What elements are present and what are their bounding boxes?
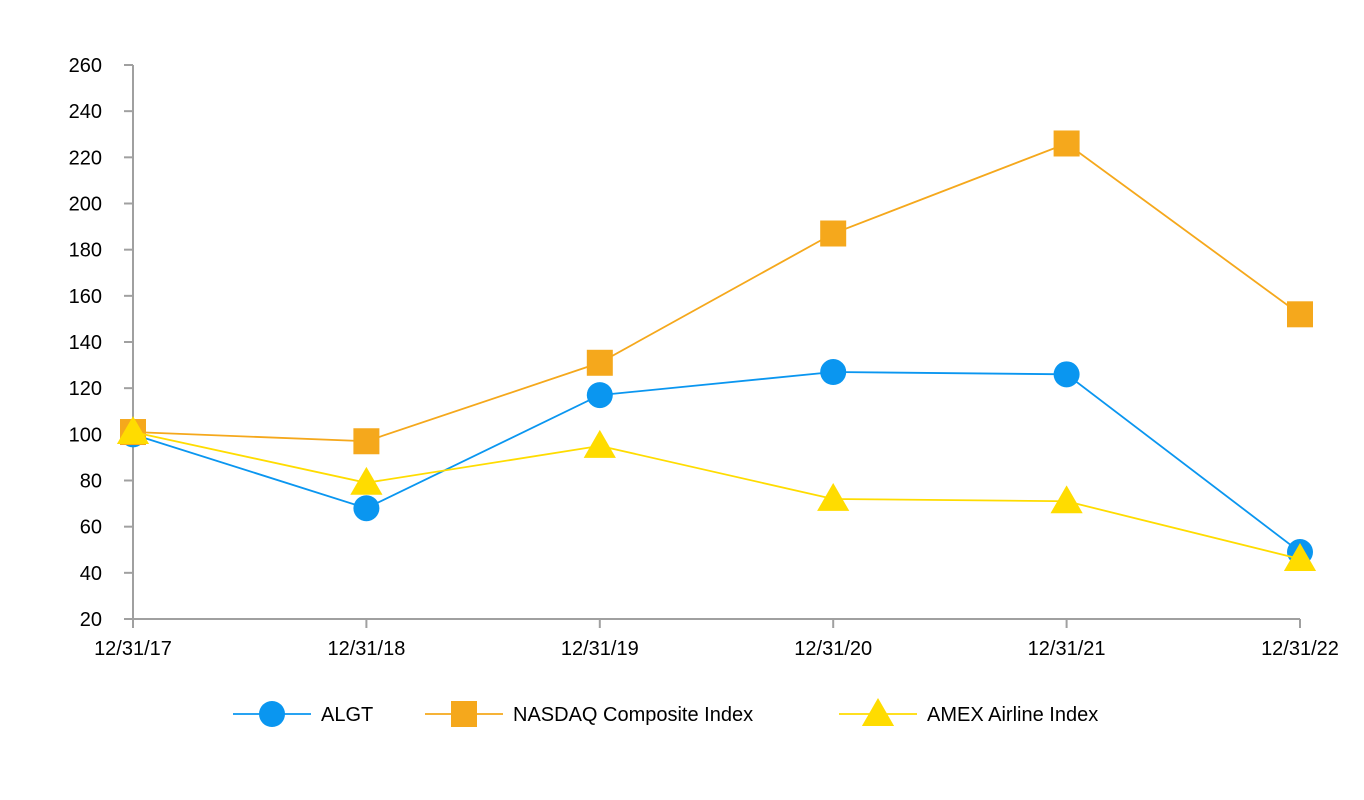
x-tick-label: 12/31/22 <box>1261 638 1339 660</box>
axes: 20 40 60 80 100 120 140 160 180 200 220 240 260 12/31… <box>69 55 1339 660</box>
data-point-amex-airline-index <box>350 466 383 495</box>
x-tick-label: 12/31/20 <box>794 638 872 660</box>
y-tick-label: 100 <box>69 424 102 446</box>
data-point-nasdaq-composite-index <box>1053 130 1080 157</box>
y-tick-label: 60 <box>80 517 102 539</box>
x-tick-label: 12/31/18 <box>327 638 405 660</box>
series-amex-airline-index <box>116 416 1317 571</box>
legend-item-nasdaq-composite-index: NASDAQ Composite Index <box>425 701 753 727</box>
y-tick-label: 200 <box>69 194 102 216</box>
y-tick-label: 240 <box>69 101 102 123</box>
legend-marker-circle-icon <box>259 701 285 727</box>
y-tick-label: 20 <box>80 609 102 631</box>
data-point-nasdaq-composite-index <box>353 428 380 455</box>
data-point-amex-airline-index <box>583 429 616 458</box>
data-point-amex-airline-index <box>1283 543 1317 571</box>
data-point-amex-airline-index <box>817 483 850 511</box>
y-tick-label: 120 <box>69 378 102 400</box>
legend-label: NASDAQ Composite Index <box>513 704 753 726</box>
legend-marker-triangle-icon <box>861 698 895 726</box>
series-algt <box>120 359 1313 566</box>
y-tick-label: 140 <box>69 332 102 354</box>
series-line-nasdaq-composite-index <box>132 142 1301 443</box>
y-tick-label: 220 <box>69 147 102 169</box>
data-point-nasdaq-composite-index <box>1287 301 1313 328</box>
data-point-nasdaq-composite-index <box>820 220 847 247</box>
data-point-algt <box>353 495 380 522</box>
legend-item-amex-airline-index: AMEX Airline Index <box>839 698 1098 726</box>
y-tick-label: 260 <box>69 55 102 77</box>
x-tick-label: 12/31/19 <box>561 638 639 660</box>
series-line-algt <box>132 371 1301 553</box>
legend: ALGT NASDAQ Composite Index AMEX Airline I… <box>233 698 1098 727</box>
y-tick-label: 80 <box>80 471 102 493</box>
data-point-nasdaq-composite-index <box>586 349 613 376</box>
y-tick-label: 40 <box>80 563 102 585</box>
data-point-amex-airline-index <box>1050 485 1083 514</box>
x-tick-label: 12/31/17 <box>94 638 172 660</box>
data-point-algt <box>1053 361 1080 388</box>
data-point-algt <box>820 359 847 386</box>
legend-label: ALGT <box>321 704 373 726</box>
y-tick-label: 180 <box>69 240 102 262</box>
legend-marker-square-icon <box>451 701 477 727</box>
legend-item-algt: ALGT <box>233 701 373 727</box>
data-point-algt <box>586 382 613 409</box>
series-nasdaq-composite-index <box>120 130 1313 455</box>
x-tick-label: 12/31/21 <box>1028 638 1106 660</box>
data-point-amex-airline-index <box>116 416 150 444</box>
legend-label: AMEX Airline Index <box>927 704 1098 726</box>
y-tick-label: 160 <box>69 286 102 308</box>
series-line-amex-airline-index <box>132 431 1301 560</box>
series-group <box>116 130 1317 571</box>
